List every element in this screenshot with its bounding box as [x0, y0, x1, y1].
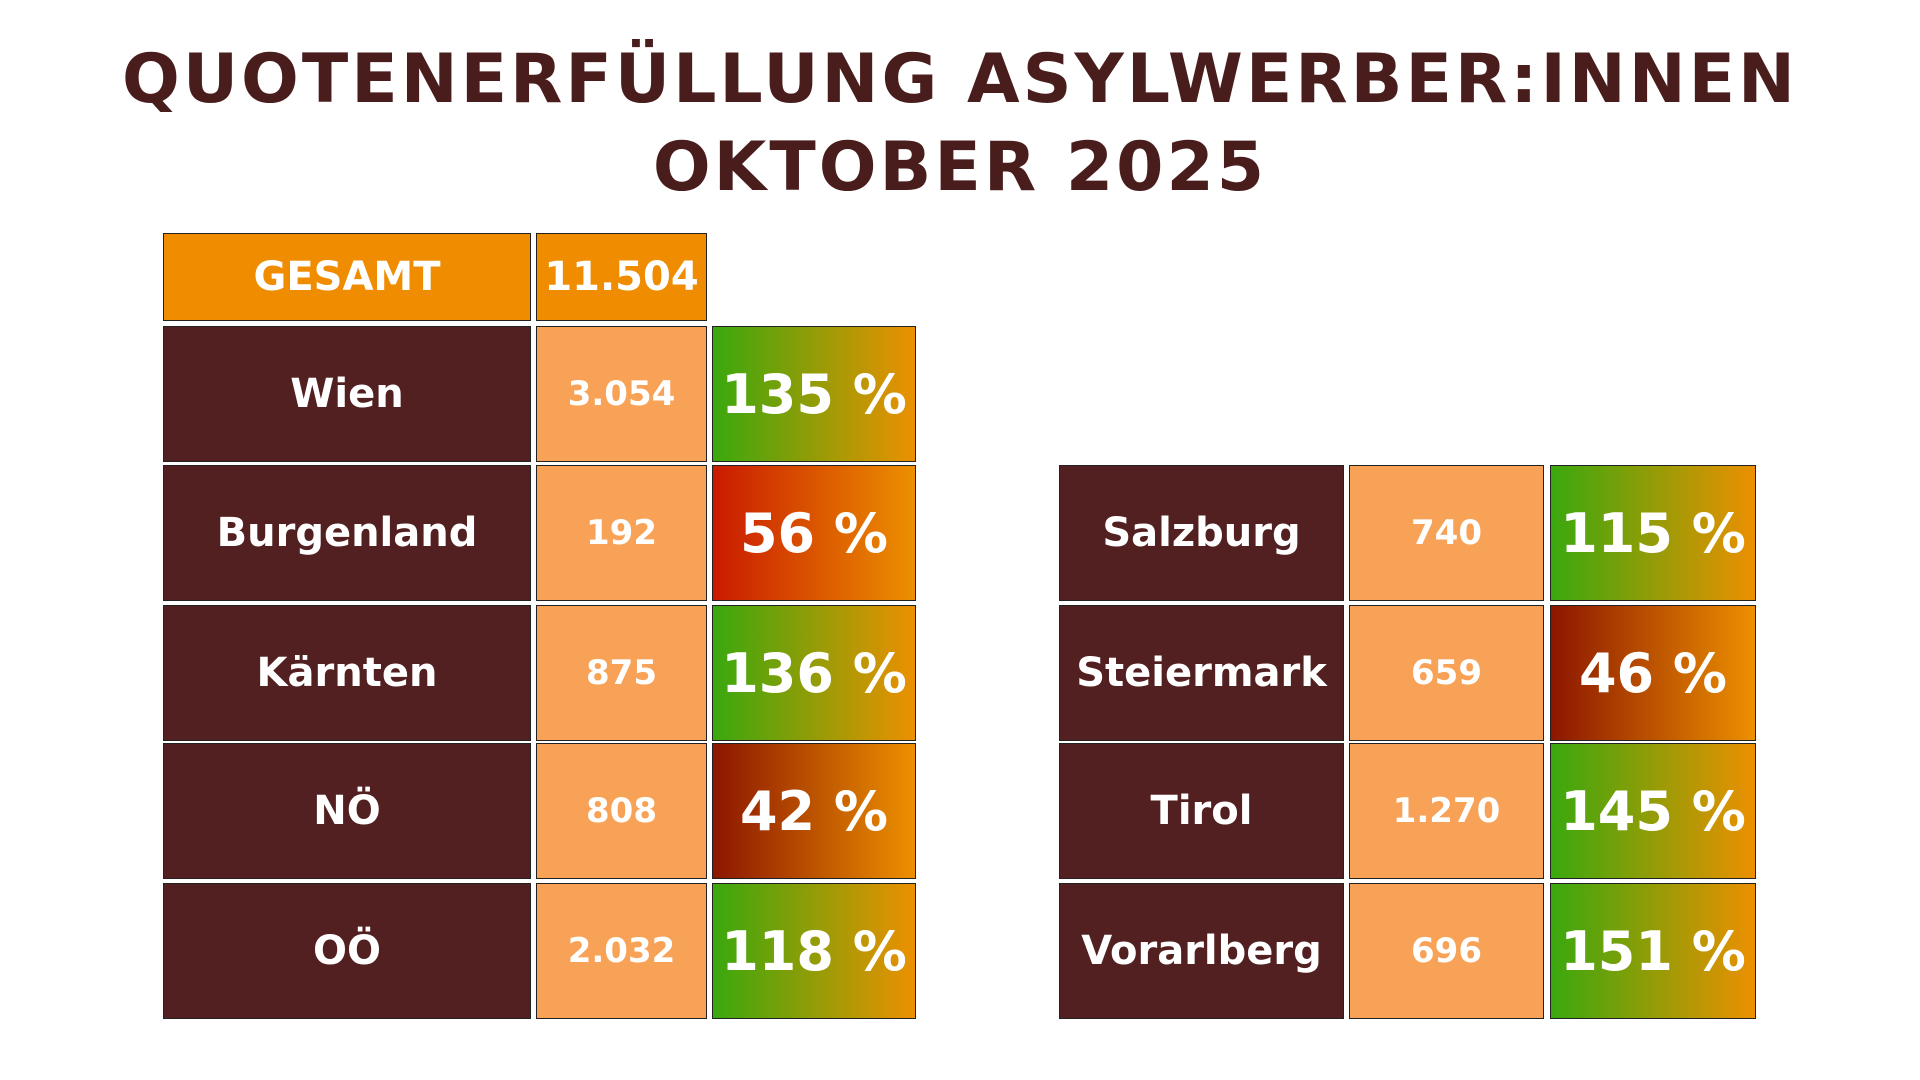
- quota-value: 115 %: [1550, 465, 1756, 601]
- count-value: 696: [1349, 883, 1544, 1019]
- count-value: 3.054: [536, 326, 707, 462]
- region-name: OÖ: [163, 883, 531, 1019]
- region-name: Vorarlberg: [1059, 883, 1344, 1019]
- quota-value: 145 %: [1550, 743, 1756, 879]
- count-value: 875: [536, 605, 707, 741]
- title-line: OKTOBER 2025: [652, 128, 1268, 207]
- quota-value: 56 %: [712, 465, 916, 601]
- region-name: Tirol: [1059, 743, 1344, 879]
- region-name: Wien: [163, 326, 531, 462]
- count-value: 659: [1349, 605, 1544, 741]
- quota-value: 118 %: [712, 883, 916, 1019]
- count-value: 740: [1349, 465, 1544, 601]
- count-value: 808: [536, 743, 707, 879]
- title-line: QUOTENERFÜLLUNG ASYLWERBER:INNEN: [122, 40, 1798, 119]
- quota-value: 42 %: [712, 743, 916, 879]
- count-value: 192: [536, 465, 707, 601]
- count-value: 2.032: [536, 883, 707, 1019]
- quota-value: 136 %: [712, 605, 916, 741]
- count-value: 1.270: [1349, 743, 1544, 879]
- region-name: Salzburg: [1059, 465, 1344, 601]
- total-value: 11.504: [536, 233, 707, 321]
- quota-value: 46 %: [1550, 605, 1756, 741]
- region-name: NÖ: [163, 743, 531, 879]
- region-name: Steiermark: [1059, 605, 1344, 741]
- quota-value: 135 %: [712, 326, 916, 462]
- total-label: GESAMT: [163, 233, 531, 321]
- region-name: Burgenland: [163, 465, 531, 601]
- quota-value: 151 %: [1550, 883, 1756, 1019]
- region-name: Kärnten: [163, 605, 531, 741]
